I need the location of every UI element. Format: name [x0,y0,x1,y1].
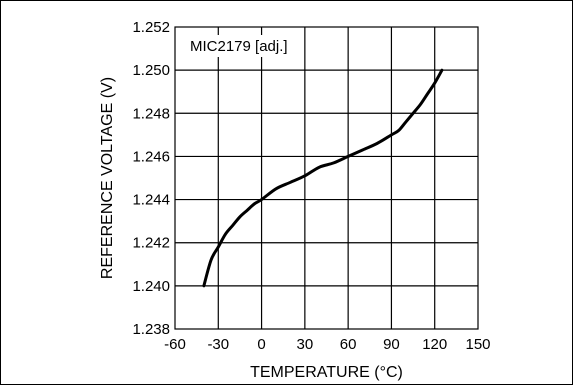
series-line [202,68,444,288]
grid [175,27,478,329]
plot-border [174,26,479,330]
x-tick-label: 120 [422,336,447,353]
x-tick-label: 30 [297,336,314,353]
x-tick-label: 150 [465,336,490,353]
y-tick-label: 1.248 [132,105,170,122]
legend-background [187,35,299,57]
legend-label: MIC2179 [adj.] [190,38,288,55]
y-tick-label: 1.238 [132,321,170,338]
x-axis-title: TEMPERATURE (°C) [250,364,403,381]
y-tick-label: 1.244 [132,192,170,209]
y-axis-title: REFERENCE VOLTAGE (V) [99,77,116,279]
y-tick-label: 1.242 [132,235,170,252]
x-tick-labels: -60 -30 0 30 60 90 120 150 [164,336,490,353]
x-tick-label: 60 [340,336,357,353]
y-tick-label: 1.252 [132,19,170,36]
y-tick-label: 1.250 [132,62,170,79]
y-tick-labels: 1.238 1.240 1.242 1.244 1.246 1.248 1.250 1.252 [132,19,170,338]
x-tick-label: 90 [383,336,400,353]
y-tick-label: 1.240 [132,278,170,295]
y-tick-label: 1.246 [132,148,170,165]
x-tick-label: -30 [207,336,229,353]
legend-box: MIC2179 [adj.] [187,35,299,57]
x-tick-label: -60 [164,336,186,353]
x-tick-label: 0 [257,336,265,353]
